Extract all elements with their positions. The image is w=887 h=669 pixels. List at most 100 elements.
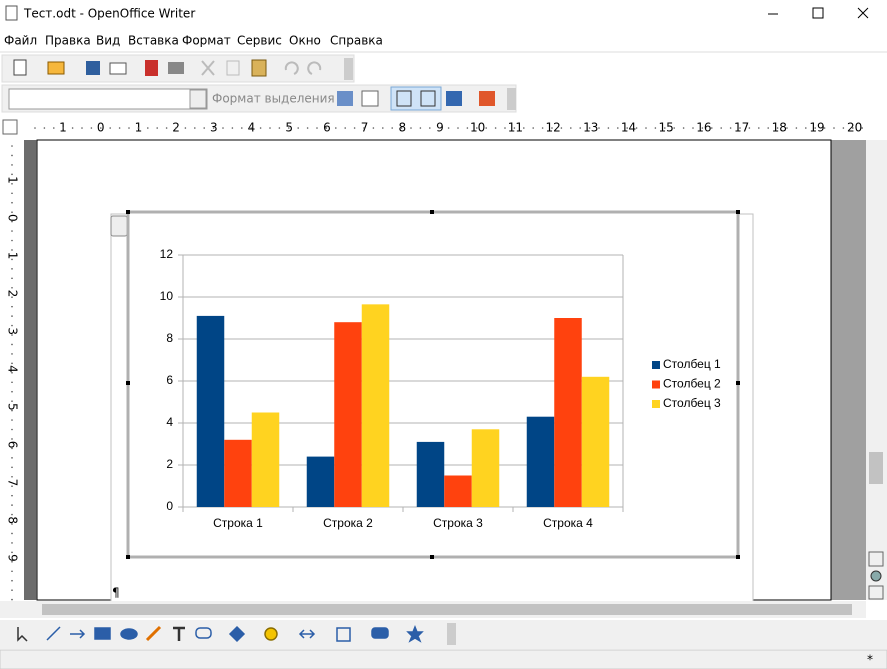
ruler-label: 15	[659, 121, 674, 135]
block-arrows[interactable]	[298, 629, 316, 639]
navigator-button[interactable]	[870, 570, 882, 582]
menu-item[interactable]: Окно	[289, 34, 321, 48]
combobox-arrow[interactable]	[189, 89, 207, 109]
text-tool[interactable]	[173, 626, 185, 641]
horizontal-grid-button[interactable]	[396, 90, 412, 107]
rectangle-tool[interactable]	[94, 627, 111, 640]
ruler-label: 1	[6, 176, 20, 184]
bar	[196, 315, 225, 507]
scale-text-button[interactable]	[446, 91, 462, 106]
ruler-dot	[532, 127, 534, 129]
x-tick-label: Строка 3	[433, 516, 483, 530]
email-button[interactable]	[109, 62, 127, 75]
ruler-dot	[842, 127, 845, 129]
ruler-dot	[635, 127, 638, 129]
ruler-dot	[175, 127, 177, 129]
style-combobox[interactable]	[8, 88, 208, 110]
y-tick-label: 0	[166, 499, 173, 513]
ruler-dot	[165, 127, 168, 129]
callouts[interactable]	[371, 627, 389, 639]
select-tool[interactable]	[17, 627, 28, 642]
ruler-dot	[11, 211, 13, 213]
auto-layout-button[interactable]	[479, 91, 495, 106]
line-tool[interactable]	[46, 626, 61, 641]
chart-type-button[interactable]	[337, 91, 353, 106]
paste-button[interactable]	[251, 59, 267, 77]
close-button[interactable]	[857, 7, 869, 19]
ruler-dot	[11, 457, 13, 459]
ruler-dot	[11, 277, 13, 280]
next-page-button[interactable]	[868, 585, 884, 600]
menu-item[interactable]: Справка	[330, 34, 383, 48]
ruler-dot	[156, 127, 158, 129]
ruler-dot	[194, 127, 196, 129]
ruler-dot	[570, 127, 572, 129]
ruler-dot	[212, 127, 215, 129]
ruler-dot	[109, 127, 111, 129]
new-button[interactable]	[13, 59, 27, 76]
menu-item[interactable]: Сервис	[237, 34, 282, 48]
arrow-tool[interactable]	[70, 629, 86, 639]
toolbar-overflow[interactable]	[507, 88, 516, 110]
ruler-dot	[11, 315, 13, 317]
bar	[581, 376, 610, 507]
y-tick-label: 12	[160, 247, 174, 261]
menu-item[interactable]: Файл	[4, 34, 37, 48]
prev-page-button[interactable]	[868, 551, 884, 567]
menu-item[interactable]: Вставка	[128, 34, 179, 48]
ruler-dot	[560, 127, 563, 129]
callout-tool[interactable]	[195, 627, 212, 639]
modified-indicator: *	[867, 653, 873, 667]
ruler-dot	[476, 127, 478, 129]
status-bar	[0, 649, 887, 669]
ruler-dot	[250, 127, 252, 129]
menu-item[interactable]: Правка	[45, 34, 91, 48]
toolbar-overflow[interactable]	[447, 623, 456, 645]
maximize-button[interactable]	[812, 7, 824, 19]
toolbar-overflow[interactable]	[344, 58, 353, 80]
menu-item[interactable]: Вид	[96, 34, 120, 48]
ruler-dot	[81, 127, 83, 129]
ruler-dot	[711, 127, 713, 129]
window-title: Тест.odt - OpenOffice Writer	[23, 7, 195, 21]
legend-button[interactable]	[420, 90, 436, 107]
menu-item[interactable]: Формат	[182, 34, 231, 48]
flowchart-shapes[interactable]	[336, 627, 351, 642]
freeform-tool[interactable]	[145, 625, 162, 642]
ruler-dot	[128, 127, 130, 129]
ruler-dot	[767, 127, 769, 129]
ruler-dot	[523, 127, 525, 129]
horizontal-ruler	[0, 117, 887, 139]
data-table-button[interactable]	[361, 90, 379, 107]
vertical-scrollbar[interactable]	[866, 140, 887, 600]
ruler-dot	[34, 127, 36, 129]
ruler-dot	[71, 127, 74, 129]
ruler-dot	[579, 127, 581, 129]
open-button[interactable]	[47, 61, 65, 75]
ruler-dot	[823, 127, 826, 129]
undo-button[interactable]	[284, 61, 299, 75]
drawing-toolbar	[0, 620, 887, 649]
basic-shapes[interactable]	[228, 625, 246, 643]
stars[interactable]	[406, 624, 424, 643]
tab-stop-button[interactable]	[2, 119, 18, 135]
pdf-button[interactable]	[145, 60, 158, 76]
redo-button[interactable]	[307, 61, 322, 75]
ellipse-tool[interactable]	[120, 628, 138, 640]
save-button[interactable]	[86, 61, 100, 75]
ruler-dot	[692, 127, 694, 129]
ruler-dot	[184, 127, 187, 129]
scroll-thumb[interactable]	[42, 604, 852, 615]
chart: 0 2 4 6 8 10 12 Строка 1 Строка 2 Строка 3 Строка …	[160, 247, 721, 530]
ruler-dot	[795, 127, 798, 129]
toggle-group[interactable]	[390, 86, 442, 111]
print-button[interactable]	[168, 62, 184, 74]
cut-button[interactable]	[201, 60, 215, 76]
y-tick-label: 10	[160, 289, 174, 303]
symbol-shapes[interactable]	[264, 627, 278, 641]
bar	[334, 322, 362, 507]
copy-button[interactable]	[226, 60, 240, 76]
ruler-dot	[457, 127, 459, 129]
ruler-dot	[11, 475, 13, 478]
scroll-thumb[interactable]	[869, 452, 883, 484]
